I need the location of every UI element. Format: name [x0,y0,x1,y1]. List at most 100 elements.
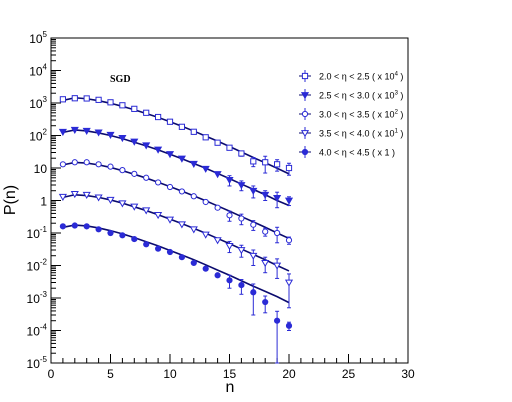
data-point [83,95,90,102]
data-point [285,237,293,244]
data-point [214,204,221,211]
data-point [284,197,294,205]
legend-marker [301,110,309,118]
x-tick-label: 25 [342,367,356,381]
data-point [226,212,233,219]
data-point [166,183,174,191]
data-point [202,198,209,206]
data-point [202,265,209,272]
data-point [131,105,138,112]
data-point [261,260,270,268]
data-point [262,228,269,235]
data-point [237,182,246,190]
y-tick-label: 1 [40,195,47,209]
data-point [142,142,151,150]
legend-label: 3.5 < η < 4.0 ( x 101 ) [319,129,403,139]
data-point [273,195,282,203]
data-point [273,262,282,270]
data-point [83,159,90,166]
data-point [214,272,221,279]
data-point [225,243,234,251]
y-tick-label: 10-4 [27,323,48,339]
fit-curve-2 [62,129,290,207]
data-point [143,174,150,181]
data-point [225,177,234,185]
data-point [249,252,258,260]
legend-label: 3.0 < η < 3.5 ( x 102 ) [319,110,403,120]
plot-frame [50,37,409,364]
data-point [202,134,209,141]
data-point [250,158,257,165]
data-point [166,248,174,256]
data-point [59,161,67,168]
data-point [237,247,246,255]
data-point [155,245,162,252]
data-point [249,187,258,195]
data-point [284,279,294,287]
legend-item: 3.0 < η < 3.5 ( x 102 ) [299,108,403,120]
data-point [58,193,67,202]
data-point [107,163,114,170]
legend-marker [301,72,309,80]
data-point [58,128,67,137]
data-point [82,127,91,135]
data-point [177,221,186,229]
data-point [119,102,126,109]
data-point [119,167,126,174]
data-point [95,96,102,103]
data-point [107,99,114,106]
y-tick-label: 10-3 [27,290,48,306]
data-point [285,322,293,329]
data-point [274,317,281,324]
data-point [71,95,78,102]
data-point [178,254,185,261]
data-point [189,226,198,234]
legend-marker [301,148,309,156]
data-point [190,193,197,200]
y-tick-label: 10 [34,162,48,176]
data-point [95,161,102,168]
legend-item: 4.0 < η < 4.5 ( x 1 ) [299,146,395,158]
x-axis-title: n [226,379,235,396]
y-axis-title: P(n) [2,185,19,215]
data-point [83,223,90,230]
data-point [238,215,245,222]
data-point [178,188,185,195]
fit-curve-4 [62,193,290,272]
y-tick-label: 10-1 [27,225,48,241]
data-point [154,212,163,220]
y-tick-label: 104 [29,63,47,79]
series-2 [58,126,294,209]
data-point [155,179,162,186]
data-point [226,277,233,284]
data-point [94,194,103,202]
data-point [226,144,233,151]
data-point [274,161,281,168]
data-point [177,155,186,163]
data-point [131,235,138,243]
data-point [189,160,198,168]
y-tick-label: 102 [29,128,47,144]
legend-item: 3.5 < η < 4.0 ( x 101 ) [299,127,403,139]
data-point [130,138,139,146]
data-point [70,190,79,199]
series-3 [59,159,293,245]
legend-marker [300,92,310,100]
data-point [213,171,222,179]
data-point [238,150,245,157]
data-point [143,241,150,248]
x-tick-label: 0 [48,367,55,381]
y-tick-label: 105 [29,30,47,46]
data-point [238,281,245,289]
data-point [107,229,114,237]
data-point [261,191,270,199]
data-point [106,131,115,140]
y-tick-label: 103 [29,95,47,111]
data-point [214,139,221,146]
data-point [106,196,115,205]
data-point [59,96,66,103]
x-tick-label: 15 [223,367,237,381]
x-tick-label: 10 [163,367,177,381]
data-point [165,216,175,224]
